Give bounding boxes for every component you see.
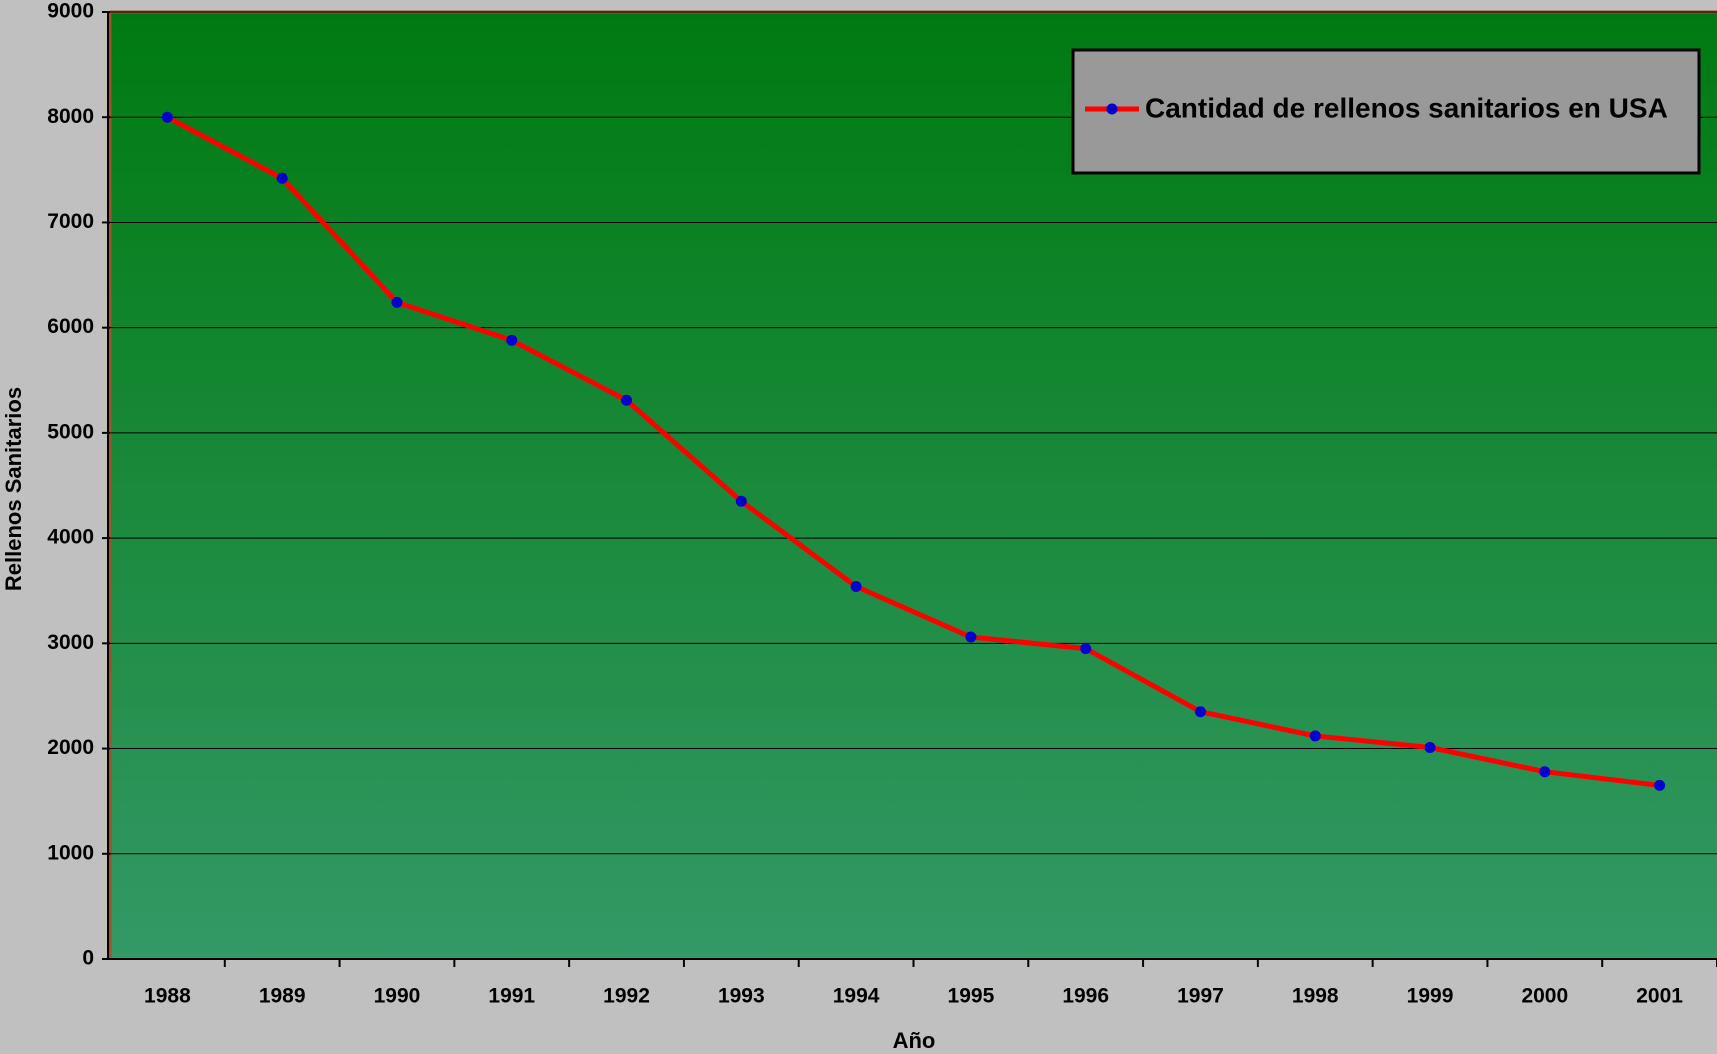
x-tick-label: 1991 [488,985,535,1008]
y-tick-label: 9000 [47,0,94,23]
marker [1654,779,1666,791]
x-tick-label: 1989 [259,985,306,1008]
x-tick-label: 1998 [1292,985,1339,1008]
y-tick-label: 3000 [47,631,94,654]
y-tick-label: 0 [82,947,94,970]
marker [965,631,977,643]
marker [276,172,288,184]
legend-marker [1106,103,1118,115]
y-tick-label: 2000 [47,736,94,759]
marker [1424,742,1436,754]
y-tick-label: 4000 [47,526,94,549]
marker [621,394,633,406]
x-tick-label: 1999 [1407,985,1454,1008]
x-tick-label: 2001 [1636,985,1683,1008]
legend-box [1071,48,1701,175]
y-tick-label: 5000 [47,420,94,443]
x-tick-label: 1996 [1062,985,1109,1008]
marker [1539,766,1551,778]
x-tick-label: 1993 [718,985,765,1008]
y-axis-title: Rellenos Sanitarios [1,387,26,591]
marker [735,495,747,507]
marker [1080,643,1092,655]
x-tick-label: 1990 [374,985,421,1008]
line [166,115,1660,788]
x-tick-label: 1992 [603,985,650,1008]
x-tick-label: 1997 [1177,985,1224,1008]
y-tick-label: 6000 [47,315,94,338]
legend-text: Cantidad de rellenos sanitarios en USA [1145,92,1668,123]
x-tick-label: 1995 [948,985,995,1008]
marker [391,296,403,308]
x-tick-label: 1994 [833,985,880,1008]
marker [1194,706,1206,718]
y-tick-label: 7000 [47,210,94,233]
x-tick-label: 2000 [1521,985,1568,1008]
marker [161,111,173,123]
x-axis-title: Año [893,1028,936,1053]
y-tick-label: 8000 [47,105,94,128]
marker [1309,730,1321,742]
marker [850,581,862,593]
x-tick-label: 1988 [144,985,191,1008]
marker [506,334,518,346]
y-tick-label: 1000 [47,841,94,864]
